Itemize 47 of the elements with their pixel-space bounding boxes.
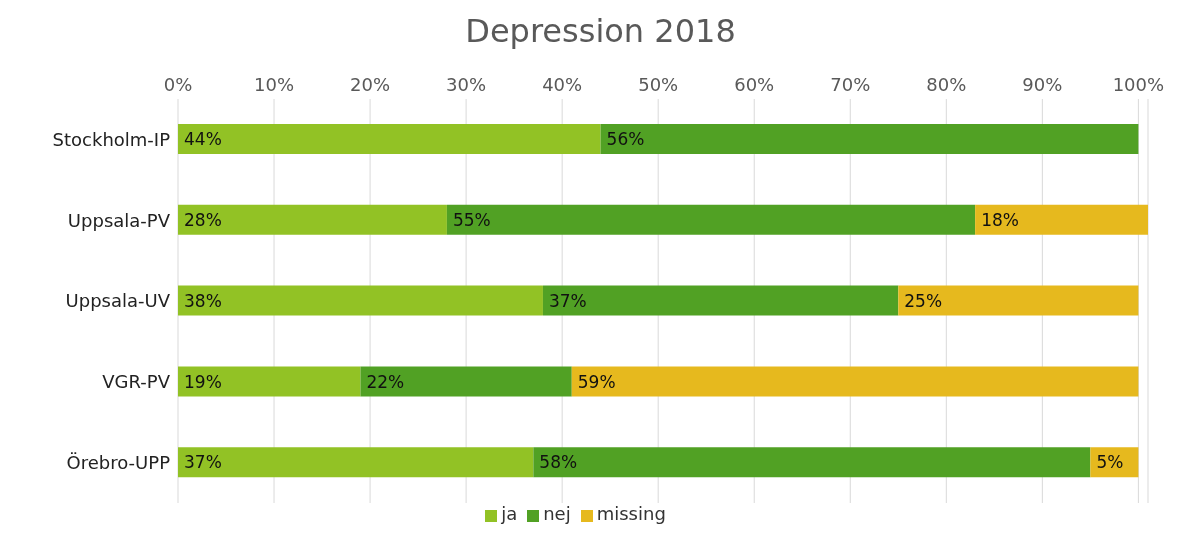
data-label: 44% xyxy=(184,129,222,150)
x-tick-label: 60% xyxy=(734,74,775,95)
data-label: 55% xyxy=(452,209,491,230)
bar xyxy=(446,204,976,235)
legend-label: missing xyxy=(596,503,666,524)
data-label: 18% xyxy=(981,209,1019,230)
legend-label: ja xyxy=(501,503,518,524)
bar xyxy=(571,366,1139,397)
x-tick-label: 40% xyxy=(542,74,583,95)
data-label: 5% xyxy=(1096,452,1124,473)
x-tick-label: 10% xyxy=(254,74,295,95)
data-label: 37% xyxy=(184,452,222,473)
y-tick-label: Örebro-UPP xyxy=(66,451,171,473)
data-label: 38% xyxy=(184,290,222,311)
y-tick-label: Stockholm-IP xyxy=(52,128,171,150)
data-label: 56% xyxy=(606,129,645,150)
bar xyxy=(542,285,899,316)
data-label: 58% xyxy=(539,452,578,473)
bar xyxy=(975,204,1148,235)
x-tick-label: 50% xyxy=(638,74,679,95)
x-tick-label: 100% xyxy=(1112,74,1165,95)
legend-label: nej xyxy=(543,503,571,524)
chart-title: Depression 2018 xyxy=(464,11,737,52)
x-tick-label: 80% xyxy=(926,74,967,95)
data-label: 59% xyxy=(577,371,616,392)
x-tick-label: 0% xyxy=(163,74,193,95)
bar xyxy=(178,366,361,397)
data-label: 25% xyxy=(904,290,943,311)
bar xyxy=(600,124,1139,154)
x-tick-label: 70% xyxy=(830,74,871,95)
x-tick-label: 20% xyxy=(350,74,391,95)
x-tick-label: 90% xyxy=(1022,74,1063,95)
bar xyxy=(898,285,1139,316)
bar xyxy=(178,204,447,235)
bar xyxy=(178,285,543,316)
data-label: 28% xyxy=(184,209,222,230)
y-tick-label: Uppsala-PV xyxy=(67,209,171,231)
bar xyxy=(533,447,1091,478)
bar xyxy=(360,366,572,397)
y-tick-label: VGR-PV xyxy=(102,371,171,393)
y-tick-label: Uppsala-UV xyxy=(65,290,171,312)
data-label: 19% xyxy=(184,371,222,392)
x-tick-label: 30% xyxy=(446,74,487,95)
bar xyxy=(178,447,534,478)
bar xyxy=(178,124,601,154)
data-label: 22% xyxy=(366,371,405,392)
data-label: 37% xyxy=(548,290,587,311)
